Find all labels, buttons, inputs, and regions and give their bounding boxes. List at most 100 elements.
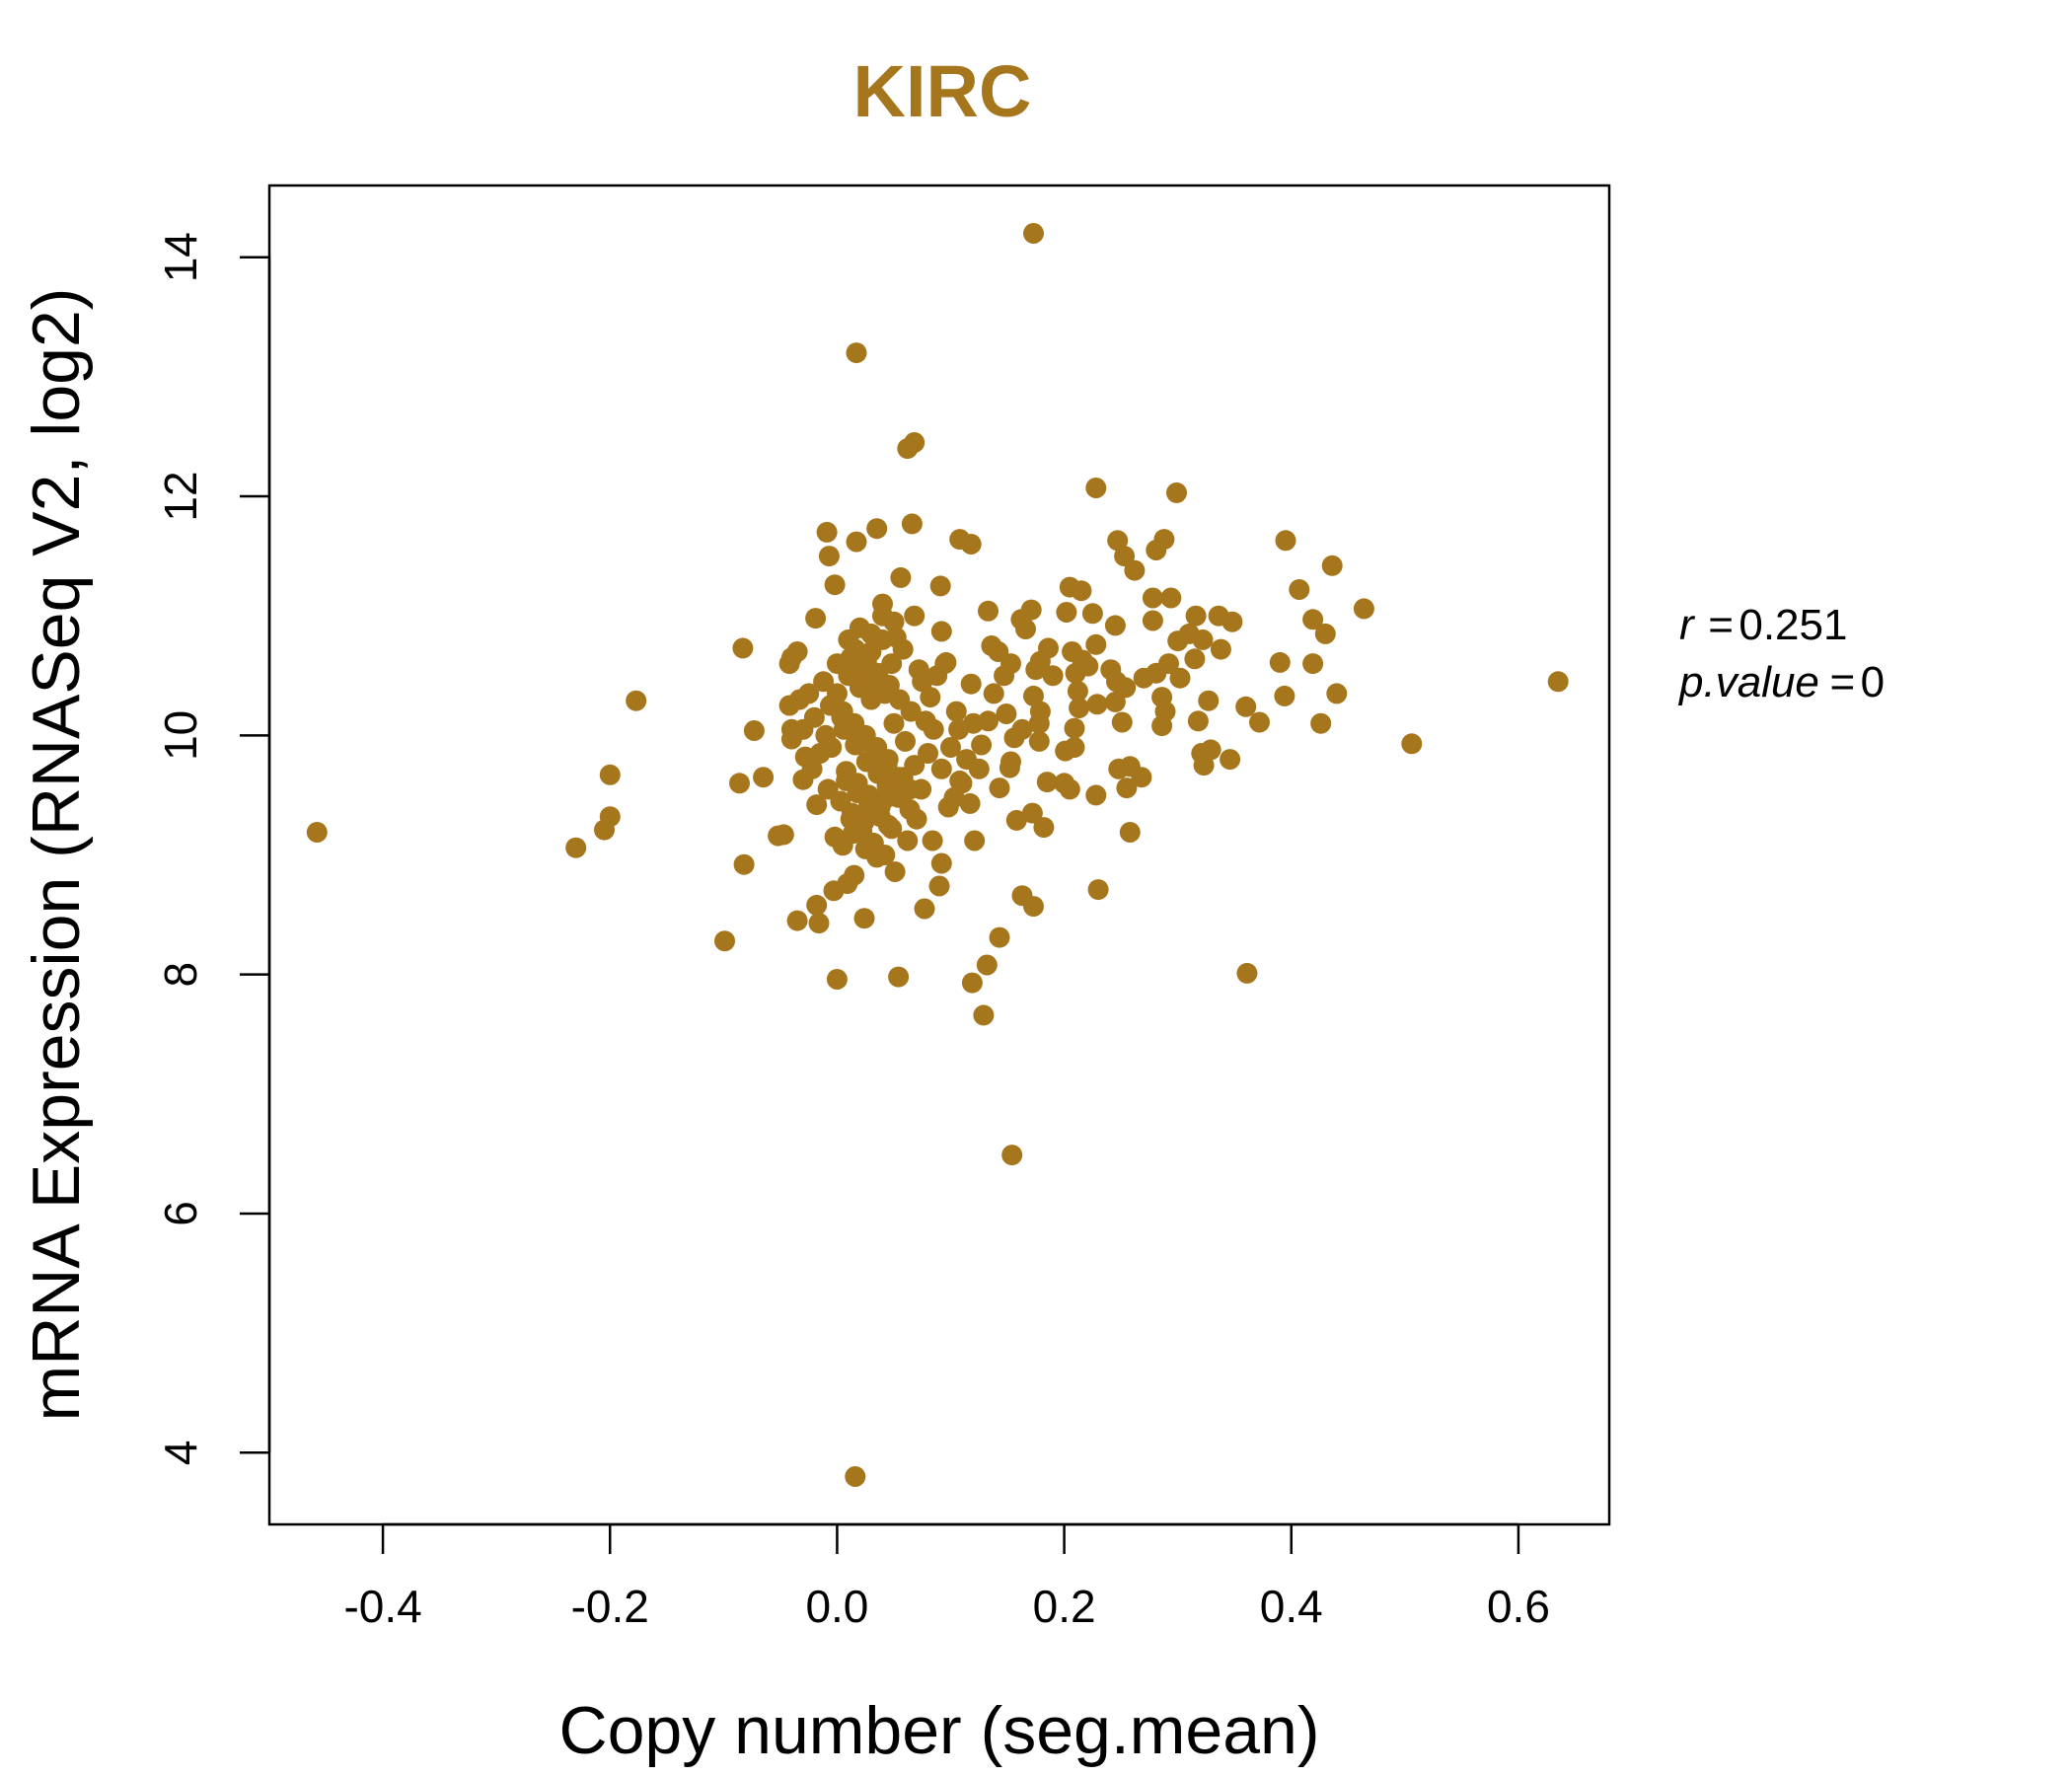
data-point — [1269, 651, 1291, 673]
data-point — [900, 701, 922, 722]
data-point — [1302, 653, 1324, 675]
data-point — [1085, 633, 1107, 655]
data-point — [866, 518, 888, 540]
x-tick-label: 0.0 — [805, 1581, 868, 1632]
data-point — [1115, 677, 1137, 699]
data-point — [961, 972, 983, 994]
data-point — [888, 966, 910, 988]
data-point — [1142, 587, 1163, 609]
data-point — [853, 908, 875, 929]
data-point — [989, 926, 1010, 948]
chart-title: KIRC — [853, 50, 1032, 132]
data-point — [874, 683, 896, 704]
data-point — [1249, 711, 1270, 733]
data-point — [1220, 749, 1241, 771]
p-value: 0 — [1861, 658, 1885, 706]
data-point — [594, 819, 615, 841]
data-point — [904, 755, 925, 777]
data-point — [1067, 681, 1088, 702]
y-tick-label: 8 — [155, 962, 206, 988]
data-point — [1023, 896, 1044, 918]
data-point — [753, 767, 775, 788]
data-point — [897, 830, 919, 851]
data-point — [1185, 605, 1207, 627]
data-point — [1029, 650, 1051, 672]
data-point — [918, 743, 938, 764]
data-point — [1275, 530, 1296, 552]
data-point — [845, 1466, 866, 1487]
data-point — [1081, 603, 1103, 625]
y-tick-label: 4 — [155, 1441, 206, 1466]
p-label: p.value — [1677, 658, 1819, 706]
data-point — [978, 600, 999, 622]
data-point — [928, 875, 950, 897]
data-point — [1142, 610, 1163, 631]
data-point — [768, 825, 789, 847]
data-point — [1200, 739, 1221, 761]
data-point — [930, 852, 952, 874]
data-point — [960, 673, 982, 695]
data-point — [1015, 619, 1036, 639]
data-point — [1326, 683, 1348, 704]
x-tick-label: 0.4 — [1260, 1581, 1323, 1632]
data-point — [915, 710, 936, 732]
data-point — [1274, 685, 1295, 706]
statistics-annotation: r = 0.251 p.value = 0 — [1677, 601, 1885, 706]
data-point — [1104, 691, 1126, 712]
y-axis: 4 6 8 10 12 14 — [155, 232, 271, 1466]
data-point — [904, 605, 925, 627]
data-point — [1107, 530, 1129, 552]
data-point — [1192, 629, 1214, 650]
data-point — [892, 638, 914, 660]
data-point — [846, 531, 867, 553]
data-point — [1065, 662, 1086, 684]
data-point — [824, 574, 846, 596]
svg-text:p.value=0: p.value = 0 — [1677, 658, 1885, 706]
data-point — [876, 786, 898, 808]
data-point — [1167, 630, 1189, 652]
data-point — [1033, 817, 1055, 839]
data-point — [1166, 481, 1187, 503]
data-point — [960, 534, 982, 555]
data-point — [968, 758, 990, 779]
x-tick-label: -0.2 — [571, 1581, 649, 1632]
data-point — [1401, 733, 1423, 755]
data-point — [1086, 694, 1108, 715]
data-point — [989, 777, 1010, 799]
data-point — [959, 792, 981, 814]
data-point — [778, 653, 800, 675]
x-axis-label: Copy number (seg.mean) — [558, 1693, 1319, 1768]
data-point — [1056, 602, 1077, 623]
x-tick-label: 0.6 — [1487, 1581, 1550, 1632]
data-point — [914, 898, 935, 920]
data-point — [994, 665, 1015, 687]
data-point — [1069, 698, 1090, 718]
data-point — [1302, 609, 1324, 630]
data-point — [1119, 822, 1141, 843]
data-point — [1116, 777, 1138, 799]
data-point — [922, 830, 943, 851]
data-points — [306, 223, 1569, 1487]
data-point — [1071, 580, 1092, 602]
data-point — [920, 687, 941, 708]
data-point — [1221, 611, 1243, 632]
data-point — [743, 720, 765, 741]
x-tick-label: 0.2 — [1033, 1581, 1096, 1632]
data-point — [824, 826, 846, 848]
data-point — [951, 773, 973, 794]
data-point — [976, 954, 998, 976]
data-point — [973, 1004, 995, 1026]
data-point — [883, 611, 905, 632]
data-point — [1028, 730, 1050, 752]
data-point — [897, 438, 919, 460]
data-point — [806, 794, 828, 816]
y-tick-label: 6 — [155, 1201, 206, 1226]
data-point — [1236, 962, 1258, 984]
data-point — [792, 718, 814, 740]
data-point — [626, 690, 647, 711]
data-point — [1547, 671, 1569, 693]
data-point — [937, 796, 959, 818]
data-point — [1151, 715, 1173, 737]
data-point — [733, 853, 755, 875]
